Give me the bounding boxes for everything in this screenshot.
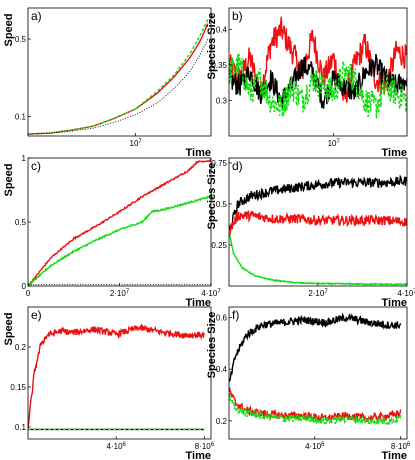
x-tick-label: 4·106 [107, 442, 127, 451]
y-axis-label: Species Size [206, 13, 218, 80]
series-red-line [28, 158, 211, 286]
x-tick-label: 2·107 [308, 289, 328, 298]
y-axis-label: Speed [3, 13, 15, 46]
series-black-line [28, 38, 209, 135]
series-black-line [229, 53, 407, 110]
y-tick-label: 0.15 [10, 383, 26, 392]
y-tick-label: 0.6 [216, 313, 228, 322]
y-tick-label: 0.25 [211, 241, 227, 250]
panel-b: 0.3 0.35 0.4 107 Time Species Size b) [206, 7, 408, 159]
y-axis-label: Speed [3, 163, 15, 196]
series-black-line [229, 312, 402, 383]
panel-a: 0.1 0.5 107 Time Speed a) [3, 7, 212, 159]
panel-label: f) [232, 308, 239, 322]
y-axis-label: Species Size [206, 163, 218, 230]
y-tick-label: 0.1 [15, 423, 27, 432]
y-tick-label: 0.2 [216, 417, 228, 426]
y-tick-label: 0.2 [15, 343, 27, 352]
plot-frame [27, 157, 212, 287]
series-red-line [229, 387, 402, 424]
x-axis-label: Time [186, 297, 211, 309]
series-red-line [229, 210, 407, 237]
plot-frame [27, 306, 212, 440]
series-green-line [229, 231, 407, 286]
x-tick-label: 8·106 [391, 442, 411, 451]
series-red-line [28, 323, 206, 428]
plot-frame [228, 306, 408, 440]
x-axis-label: Time [382, 297, 407, 309]
x-tick-label: 107 [328, 139, 341, 148]
y-tick-label: 0.75 [211, 159, 227, 168]
y-tick-label: 0.5 [15, 218, 27, 227]
series-black-line [229, 174, 407, 231]
y-tick-label: 0.1 [15, 113, 27, 122]
y-tick-label: 1 [22, 154, 27, 163]
y-axis-label: Speed [3, 312, 15, 345]
x-tick-label: 2·107 [110, 289, 130, 298]
series-green-line [28, 19, 209, 135]
x-tick-label: 4·107 [397, 289, 415, 298]
x-axis-label: Time [382, 147, 407, 159]
x-axis-label: Time [382, 450, 407, 460]
x-tick-label: 4·106 [305, 442, 325, 451]
x-tick-label: 0 [26, 289, 31, 298]
y-tick-label: 0.35 [211, 61, 227, 70]
x-axis-label: Time [186, 450, 211, 460]
panel-label: a) [31, 9, 42, 23]
x-tick-label: 4·107 [201, 289, 221, 298]
y-tick-label: 0.5 [15, 35, 27, 44]
y-tick-label: 0 [22, 282, 27, 291]
series-green-line [28, 195, 211, 286]
plot-frame [228, 7, 408, 137]
y-tick-label: 0.5 [216, 200, 228, 209]
panel-label: b) [232, 9, 243, 23]
series-green-line [229, 392, 402, 426]
x-axis-label: Time [186, 147, 211, 159]
y-tick-label: 0.4 [216, 25, 228, 34]
panel-label: c) [31, 159, 41, 173]
y-tick-label: 0.4 [216, 365, 228, 374]
x-tick-label: 107 [130, 139, 143, 148]
y-tick-label: 0.3 [216, 96, 228, 105]
panel-label: d) [232, 159, 243, 173]
panel-label: e) [31, 308, 42, 322]
x-tick-label: 8·106 [195, 442, 215, 451]
y-axis-label: Species Size [206, 312, 218, 379]
plot-frame [27, 7, 212, 137]
series-green-line [229, 53, 407, 119]
